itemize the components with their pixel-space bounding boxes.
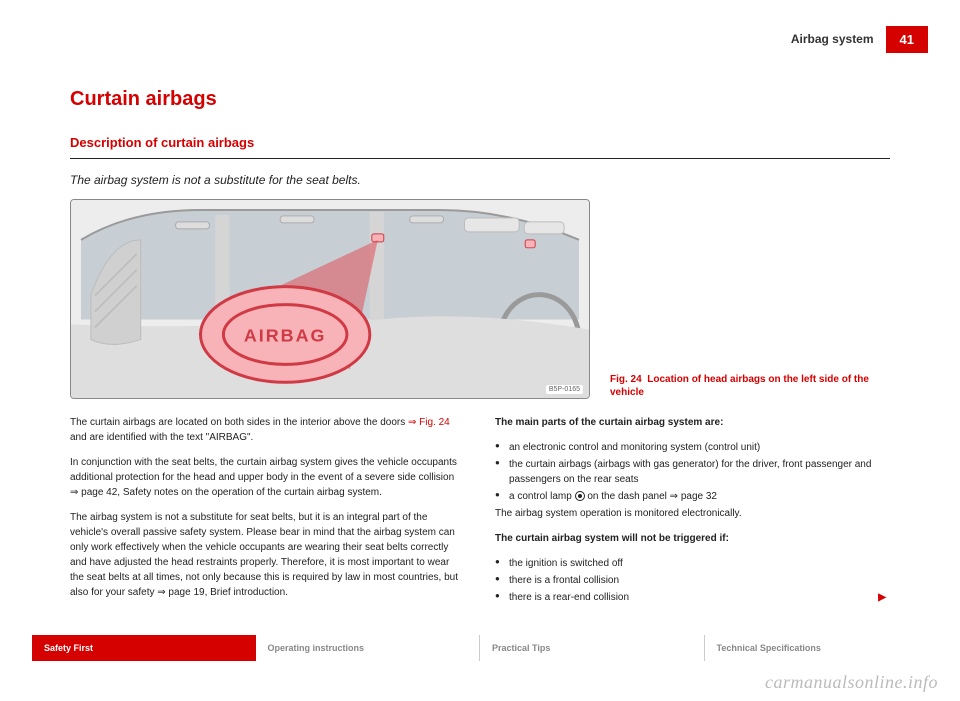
tab-safety-first[interactable]: Safety First: [32, 635, 256, 661]
footer-tabs: Safety First Operating instructions Prac…: [32, 635, 928, 661]
watermark: carmanualsonline.info: [765, 672, 938, 693]
list-item: there is a frontal collision: [495, 573, 890, 588]
list-item: an electronic control and monitoring sys…: [495, 440, 890, 455]
subheading: Description of curtain airbags: [70, 135, 890, 150]
tab-operating-instructions[interactable]: Operating instructions: [256, 635, 481, 661]
figure-row: AIRBAG B5P-0165 Fig. 24 Location of head…: [70, 199, 890, 399]
list-item: the ignition is switched off: [495, 556, 890, 571]
right-p2: The airbag system operation is monitored…: [495, 506, 890, 521]
figure-ref-code: B5P-0165: [546, 385, 583, 394]
page: Airbag system 41 Curtain airbags Descrip…: [0, 0, 960, 701]
left-p1a: The curtain airbags are located on both …: [70, 417, 408, 428]
not-triggered-list: the ignition is switched off there is a …: [495, 556, 890, 605]
main-parts-list: an electronic control and monitoring sys…: [495, 440, 890, 504]
page-header: Airbag system 41: [0, 26, 928, 53]
content-area: Curtain airbags Description of curtain a…: [70, 88, 890, 610]
subtitle: The airbag system is not a substitute fo…: [70, 173, 890, 187]
left-column: The curtain airbags are located on both …: [70, 415, 465, 610]
airbag-label-text: AIRBAG: [244, 325, 327, 345]
tab-practical-tips[interactable]: Practical Tips: [480, 635, 705, 661]
heading-rule: [70, 158, 890, 159]
list-item: a control lamp on the dash panel ⇒ page …: [495, 489, 890, 504]
page-number: 41: [886, 26, 928, 53]
page-title: Curtain airbags: [70, 88, 890, 111]
tab-technical-specifications[interactable]: Technical Specifications: [705, 635, 929, 661]
figure-number: Fig. 24: [610, 374, 642, 385]
list-item: there is a rear-end collision ▶: [495, 590, 890, 605]
b3b: on the dash panel ⇒ page 32: [585, 491, 717, 502]
body-columns: The curtain airbags are located on both …: [70, 415, 890, 610]
left-p3: The airbag system is not a substitute fo…: [70, 510, 465, 600]
section-title: Airbag system: [791, 26, 886, 53]
list-item: the curtain airbags (airbags with gas ge…: [495, 457, 890, 487]
left-p2: In conjunction with the seat belts, the …: [70, 455, 465, 500]
left-p1: The curtain airbags are located on both …: [70, 415, 465, 445]
b3a: a control lamp: [509, 491, 575, 502]
right-h2: The curtain airbag system will not be tr…: [495, 531, 890, 546]
continue-arrow-icon: ▶: [878, 590, 886, 605]
figure-caption: Fig. 24 Location of head airbags on the …: [610, 373, 870, 399]
vehicle-interior-illustration: AIRBAG: [71, 200, 589, 399]
left-p1b: and are identified with the text "AIRBAG…: [70, 432, 253, 443]
right-h1: The main parts of the curtain airbag sys…: [495, 415, 890, 430]
fig-ref: ⇒ Fig. 24: [408, 417, 450, 428]
warning-lamp-icon: [575, 491, 585, 501]
figure-caption-text: Location of head airbags on the left sid…: [610, 374, 869, 398]
figure-24: AIRBAG B5P-0165: [70, 199, 590, 399]
right-column: The main parts of the curtain airbag sys…: [495, 415, 890, 610]
c3-text: there is a rear-end collision: [509, 592, 629, 603]
